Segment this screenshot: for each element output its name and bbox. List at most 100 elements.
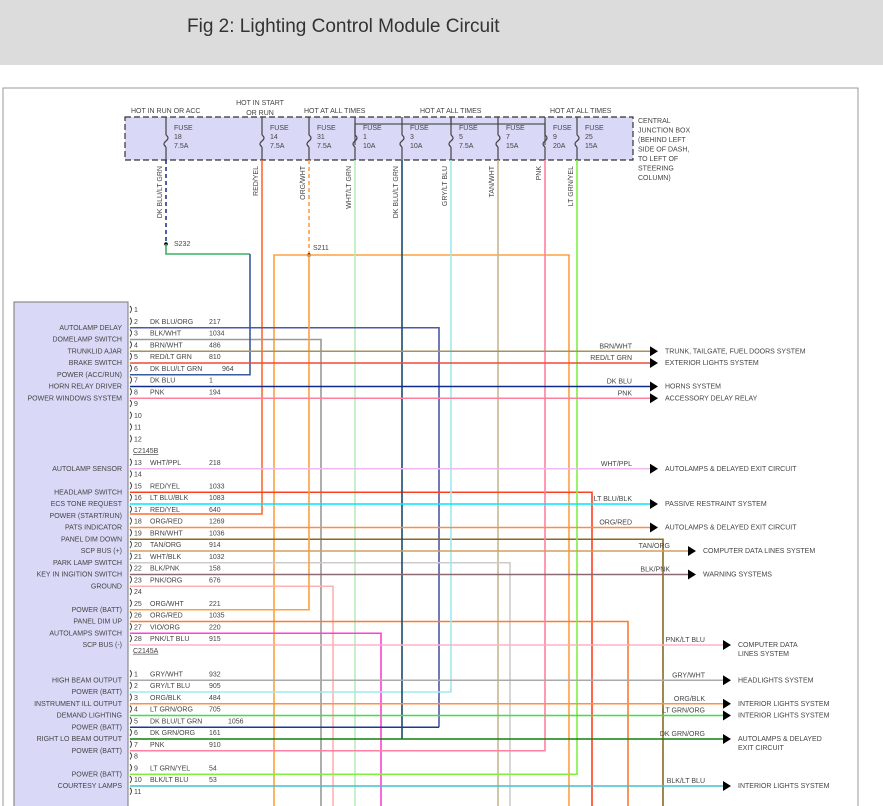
pin-function-label: POWER (BATT) [72, 724, 122, 731]
arrow-icon [723, 698, 731, 709]
pin-wire-color: PNK [150, 742, 165, 749]
pin-number: 23 [134, 577, 142, 584]
pin-number: 5 [134, 354, 138, 361]
fuse-number: 14 [270, 134, 278, 141]
connector-pin-icon [129, 575, 132, 584]
fuse-label: FUSE [410, 125, 429, 132]
pin-circuit-number: 1269 [209, 519, 225, 526]
fuse-number: 1 [363, 134, 367, 141]
power-label: HOT IN START [236, 100, 285, 107]
pin-function-label: GROUND [91, 583, 122, 590]
connector-pin-icon [129, 364, 132, 373]
pin-function-label: POWER WINDOWS SYSTEM [28, 395, 123, 402]
pin-function-label: SCP BUS (+) [81, 548, 122, 555]
fuse-label: FUSE [553, 125, 572, 132]
wire-b23 [130, 585, 334, 806]
connector-pin-icon [129, 540, 132, 549]
pin-wire-color: TAN/ORG [150, 542, 181, 549]
pin-number: 4 [134, 342, 138, 349]
pin-circuit-number: 676 [209, 577, 221, 584]
connector-pin-icon [129, 528, 132, 537]
connector-pin-icon [129, 681, 132, 690]
pin-number: 7 [134, 378, 138, 385]
power-label: HOT AT ALL TIMES [420, 108, 482, 115]
wire-b2 [130, 326, 440, 728]
pin-function-label: PANEL DIM DOWN [61, 536, 122, 543]
pin-circuit-number: 705 [209, 707, 221, 714]
pin-number: 26 [134, 613, 142, 620]
output-destination: COMPUTER DATA [738, 642, 798, 649]
connector-pin-icon [129, 622, 132, 631]
pin-wire-color: BLK/LT BLU [150, 777, 188, 784]
junction-box-label: SIDE OF DASH, [638, 147, 689, 154]
wire-color-label: PNK [536, 166, 543, 181]
output-destination: EXIT CIRCUIT [738, 745, 784, 752]
pin-number: 27 [134, 624, 142, 631]
connector-pin-icon [129, 305, 132, 314]
connector-pin-icon [129, 517, 132, 525]
pin-number: 28 [134, 636, 142, 643]
arrow-icon [688, 546, 696, 556]
pin-wire-color: BLK/WHT [150, 331, 182, 338]
pin-circuit-number: 932 [209, 671, 221, 678]
fuse-label: FUSE [585, 125, 604, 132]
output-destination: ACCESSORY DELAY RELAY [665, 395, 758, 402]
pin-function-label: PARK LAMP SWITCH [53, 560, 122, 567]
pin-circuit-number: 220 [209, 624, 221, 631]
arrow-icon [723, 710, 731, 721]
output-wire-label: TAN/ORG [639, 543, 670, 550]
power-label: HOT AT ALL TIMES [304, 108, 366, 115]
pin-wire-color: RED/LT GRN [150, 354, 192, 361]
diagram-border [2, 87, 859, 806]
connector-pin-icon [129, 728, 132, 737]
pin-function-label: POWER (ACC/RUN) [57, 372, 122, 379]
connector-pin-icon [129, 552, 132, 561]
junction-box-label: TO LEFT OF [638, 156, 678, 163]
wire-b6 [130, 254, 251, 376]
connector-pin-icon [129, 399, 132, 408]
pin-wire-color: LT GRN/YEL [150, 765, 190, 772]
pin-number: 8 [134, 389, 138, 396]
pin-wire-color: DK GRN/ORG [150, 730, 195, 737]
wire-color-label: DK BLU/LT GRN [393, 166, 400, 218]
pin-function-label: TRUNKLID AJAR [68, 348, 122, 355]
pin-wire-color: DK BLU/ORG [150, 319, 193, 326]
fuse-icon [542, 134, 548, 148]
pin-function-label: DOMELAMP SWITCH [53, 337, 123, 344]
arrow-icon [650, 358, 658, 368]
pin-circuit-number: 1036 [209, 530, 225, 537]
junction-box-label: STEERING [638, 166, 674, 173]
pin-wire-color: DK BLU/LT GRN [150, 718, 202, 725]
pin-number: 6 [134, 730, 138, 737]
pin-wire-color: WHT/PPL [150, 460, 181, 467]
connector-pin-icon [129, 340, 132, 349]
pin-circuit-number: 810 [209, 354, 221, 361]
output-destination: INTERIOR LIGHTS SYSTEM [738, 713, 830, 720]
connector-pin-icon [129, 329, 132, 337]
pin-wire-color: ORG/RED [150, 519, 183, 526]
connector-pin-icon [129, 317, 132, 326]
output-wire-label: RED/LT GRN [590, 355, 632, 362]
pin-number: 17 [134, 507, 142, 514]
pin-wire-color: ORG/BLK [150, 695, 181, 702]
pin-wire-color: LT BLU/BLK [150, 495, 189, 502]
connector-pin-icon [129, 505, 132, 514]
pin-circuit-number: 194 [209, 389, 221, 396]
power-label: HOT AT ALL TIMES [550, 108, 612, 115]
output-wire-label: BLK/LT BLU [667, 778, 705, 785]
pin-circuit-number: 905 [209, 683, 221, 690]
output-destination: HORNS SYSTEM [665, 384, 721, 391]
fuse-number: 5 [459, 134, 463, 141]
arrow-icon [650, 346, 658, 357]
output-destination: INTERIOR LIGHTS SYSTEM [738, 783, 830, 790]
pin-circuit-number: 486 [209, 342, 221, 349]
pin-number: 6 [134, 366, 138, 373]
connector-pin-icon [129, 599, 132, 608]
pin-number: 20 [134, 542, 142, 549]
pin-number: 10 [134, 777, 142, 784]
pin-wire-color: ORG/RED [150, 613, 183, 620]
output-wire-label: PNK [618, 390, 633, 397]
connector-pin-icon [129, 470, 132, 478]
arrow-icon [650, 381, 658, 392]
